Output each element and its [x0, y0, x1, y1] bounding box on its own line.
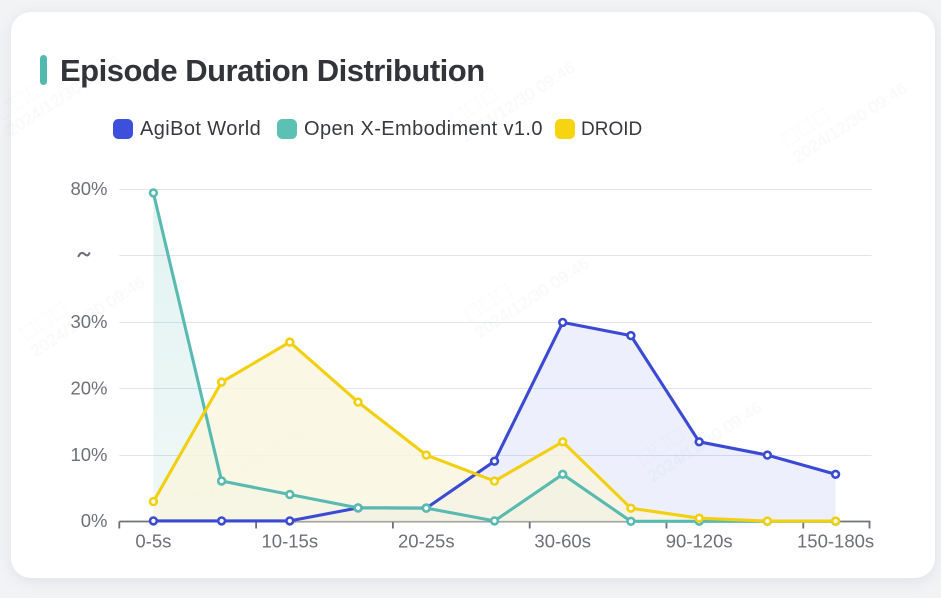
svg-text:90-120s: 90-120s — [666, 531, 733, 552]
svg-text:80%: 80% — [70, 178, 107, 199]
svg-text:150-180s: 150-180s — [797, 531, 874, 552]
svg-text:0-5s: 0-5s — [135, 531, 171, 552]
svg-text:30%: 30% — [70, 311, 107, 332]
svg-text:30-60s: 30-60s — [534, 531, 591, 552]
svg-text:10%: 10% — [70, 444, 107, 465]
svg-text:10-15s: 10-15s — [262, 531, 319, 552]
svg-text:20-25s: 20-25s — [398, 531, 455, 552]
svg-text:20%: 20% — [70, 377, 107, 398]
svg-text:0%: 0% — [81, 510, 108, 531]
